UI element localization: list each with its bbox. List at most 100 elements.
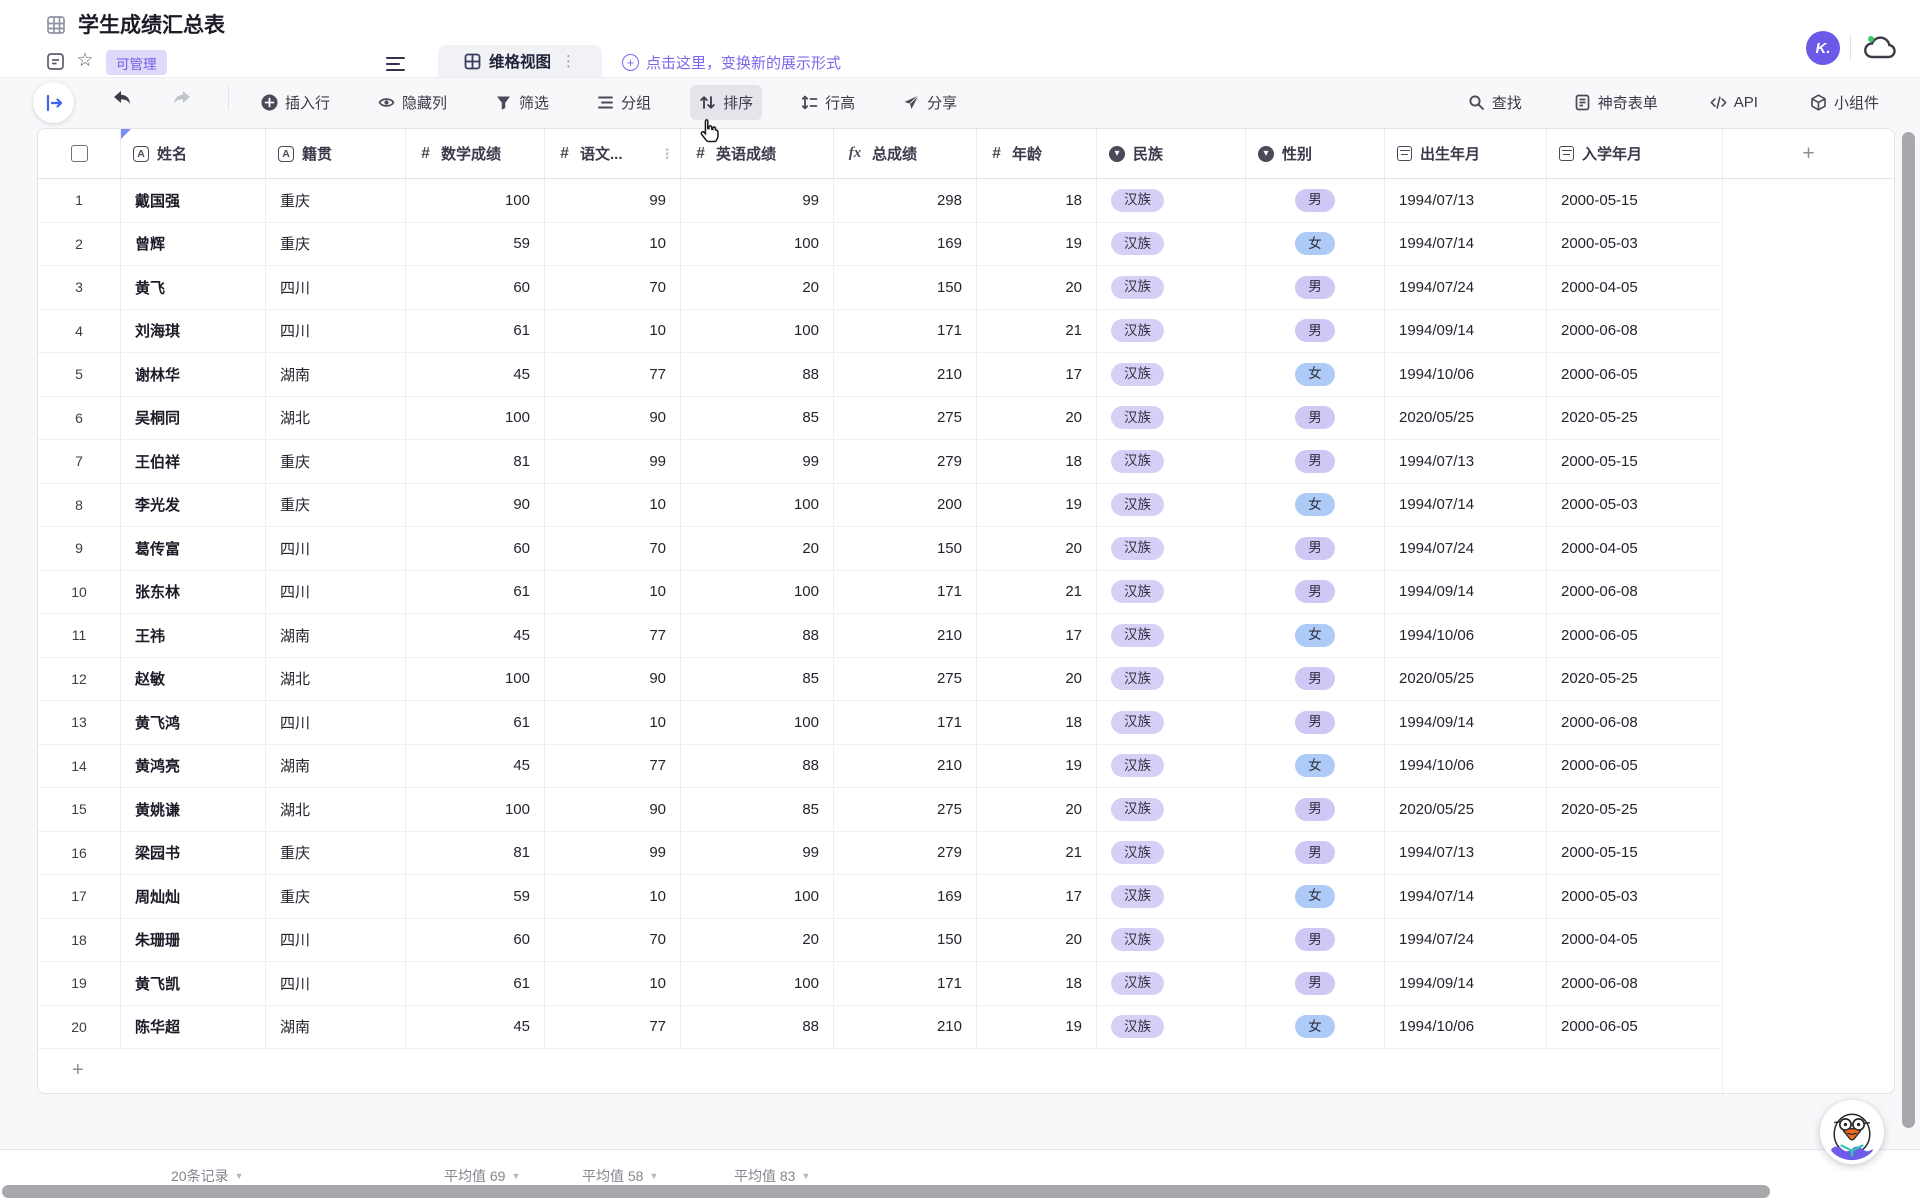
cell-age[interactable]: 20 xyxy=(977,266,1097,309)
filter-button[interactable]: 筛选 xyxy=(486,85,558,120)
cell-english[interactable]: 20 xyxy=(681,918,834,961)
cell-english[interactable]: 20 xyxy=(681,266,834,309)
cell-name[interactable]: 葛传富 xyxy=(121,527,266,570)
cell-ethnicity[interactable]: 汉族 xyxy=(1097,875,1246,918)
cell-chinese[interactable]: 70 xyxy=(545,918,681,961)
cell-name[interactable]: 黄飞鸿 xyxy=(121,701,266,744)
cell-math[interactable]: 59 xyxy=(406,222,545,265)
cell-name[interactable]: 王祎 xyxy=(121,614,266,657)
column-stat-0[interactable]: 平均值 69 ▼ xyxy=(444,1157,520,1195)
column-header-total[interactable]: fx 总成绩 xyxy=(834,129,977,178)
cell-math[interactable]: 90 xyxy=(406,483,545,526)
cell-gender[interactable]: 女 xyxy=(1246,744,1385,787)
undo-icon[interactable] xyxy=(110,86,134,110)
cell-enroll[interactable]: 2000-05-15 xyxy=(1547,831,1723,874)
description-icon[interactable] xyxy=(46,52,65,71)
cell-birth[interactable]: 1994/09/14 xyxy=(1385,309,1547,352)
cell-birth[interactable]: 1994/07/14 xyxy=(1385,483,1547,526)
cell-gender[interactable]: 男 xyxy=(1246,266,1385,309)
cell-name[interactable]: 曾辉 xyxy=(121,222,266,265)
cell-chinese[interactable]: 10 xyxy=(545,875,681,918)
cell-origin[interactable]: 四川 xyxy=(266,570,406,613)
row-number[interactable]: 14 xyxy=(38,744,121,787)
cell-age[interactable]: 17 xyxy=(977,353,1097,396)
cell-name[interactable]: 黄鸿亮 xyxy=(121,744,266,787)
cell-total[interactable]: 275 xyxy=(834,788,977,831)
redo-icon[interactable] xyxy=(170,86,194,110)
group-button[interactable]: 分组 xyxy=(588,85,660,120)
cell-gender[interactable]: 女 xyxy=(1246,1005,1385,1048)
cell-age[interactable]: 20 xyxy=(977,918,1097,961)
cell-birth[interactable]: 1994/07/24 xyxy=(1385,266,1547,309)
cell-gender[interactable]: 男 xyxy=(1246,527,1385,570)
cell-total[interactable]: 171 xyxy=(834,962,977,1005)
cell-birth[interactable]: 1994/07/13 xyxy=(1385,440,1547,483)
cell-birth[interactable]: 2020/05/25 xyxy=(1385,396,1547,439)
cell-chinese[interactable]: 10 xyxy=(545,962,681,1005)
cell-math[interactable]: 100 xyxy=(406,657,545,700)
cloud-sync-icon[interactable] xyxy=(1862,32,1900,64)
cell-english[interactable]: 20 xyxy=(681,527,834,570)
cell-total[interactable]: 169 xyxy=(834,222,977,265)
cell-gender[interactable]: 男 xyxy=(1246,309,1385,352)
row-number[interactable]: 3 xyxy=(38,266,121,309)
row-number[interactable]: 9 xyxy=(38,527,121,570)
cell-gender[interactable]: 男 xyxy=(1246,918,1385,961)
cell-english[interactable]: 88 xyxy=(681,744,834,787)
cell-enroll[interactable]: 2000-06-05 xyxy=(1547,614,1723,657)
cell-origin[interactable]: 湖南 xyxy=(266,1005,406,1048)
cell-chinese[interactable]: 10 xyxy=(545,483,681,526)
record-count[interactable]: 20条记录 ▼ xyxy=(171,1157,244,1195)
cell-math[interactable]: 45 xyxy=(406,1005,545,1048)
cell-chinese[interactable]: 90 xyxy=(545,657,681,700)
cell-origin[interactable]: 重庆 xyxy=(266,483,406,526)
cell-enroll[interactable]: 2000-06-05 xyxy=(1547,353,1723,396)
cell-enroll[interactable]: 2020-05-25 xyxy=(1547,657,1723,700)
cell-total[interactable]: 150 xyxy=(834,266,977,309)
cell-english[interactable]: 100 xyxy=(681,875,834,918)
cell-chinese[interactable]: 10 xyxy=(545,570,681,613)
cell-age[interactable]: 21 xyxy=(977,309,1097,352)
cell-chinese[interactable]: 90 xyxy=(545,788,681,831)
cell-origin[interactable]: 重庆 xyxy=(266,222,406,265)
column-header-chinese[interactable]: # 语文... ⋮ xyxy=(545,129,681,178)
cell-birth[interactable]: 1994/10/06 xyxy=(1385,1005,1547,1048)
row-number[interactable]: 12 xyxy=(38,657,121,700)
cell-math[interactable]: 61 xyxy=(406,701,545,744)
cell-ethnicity[interactable]: 汉族 xyxy=(1097,309,1246,352)
select-all-checkbox[interactable] xyxy=(70,145,88,162)
column-header-origin[interactable]: A 籍贯 xyxy=(266,129,406,178)
view-menu-dots-icon[interactable]: ⋮ xyxy=(561,53,576,70)
cell-birth[interactable]: 1994/07/24 xyxy=(1385,918,1547,961)
cell-name[interactable]: 戴国强 xyxy=(121,179,266,222)
cell-ethnicity[interactable]: 汉族 xyxy=(1097,657,1246,700)
column-stat-1[interactable]: 平均值 58 ▼ xyxy=(582,1157,658,1195)
cell-ethnicity[interactable]: 汉族 xyxy=(1097,483,1246,526)
cell-enroll[interactable]: 2020-05-25 xyxy=(1547,788,1723,831)
cell-chinese[interactable]: 70 xyxy=(545,266,681,309)
brand-logo[interactable]: K. xyxy=(1806,31,1840,65)
cell-birth[interactable]: 1994/10/06 xyxy=(1385,744,1547,787)
cell-enroll[interactable]: 2020-05-25 xyxy=(1547,396,1723,439)
cell-ethnicity[interactable]: 汉族 xyxy=(1097,788,1246,831)
cell-gender[interactable]: 女 xyxy=(1246,222,1385,265)
cell-name[interactable]: 黄姚谦 xyxy=(121,788,266,831)
row-height-button[interactable]: 行高 xyxy=(792,85,864,120)
cell-math[interactable]: 81 xyxy=(406,440,545,483)
cell-english[interactable]: 100 xyxy=(681,309,834,352)
cell-origin[interactable]: 四川 xyxy=(266,701,406,744)
row-number[interactable]: 13 xyxy=(38,701,121,744)
cell-ethnicity[interactable]: 汉族 xyxy=(1097,614,1246,657)
cell-birth[interactable]: 1994/10/06 xyxy=(1385,353,1547,396)
row-number[interactable]: 18 xyxy=(38,918,121,961)
cell-origin[interactable]: 四川 xyxy=(266,962,406,1005)
row-number[interactable]: 11 xyxy=(38,614,121,657)
cell-name[interactable]: 王伯祥 xyxy=(121,440,266,483)
cell-ethnicity[interactable]: 汉族 xyxy=(1097,527,1246,570)
cell-birth[interactable]: 1994/07/14 xyxy=(1385,222,1547,265)
cell-age[interactable]: 17 xyxy=(977,875,1097,918)
row-number[interactable]: 8 xyxy=(38,483,121,526)
cell-origin[interactable]: 湖南 xyxy=(266,614,406,657)
cell-total[interactable]: 275 xyxy=(834,657,977,700)
hide-fields-button[interactable]: 隐藏列 xyxy=(369,85,456,120)
